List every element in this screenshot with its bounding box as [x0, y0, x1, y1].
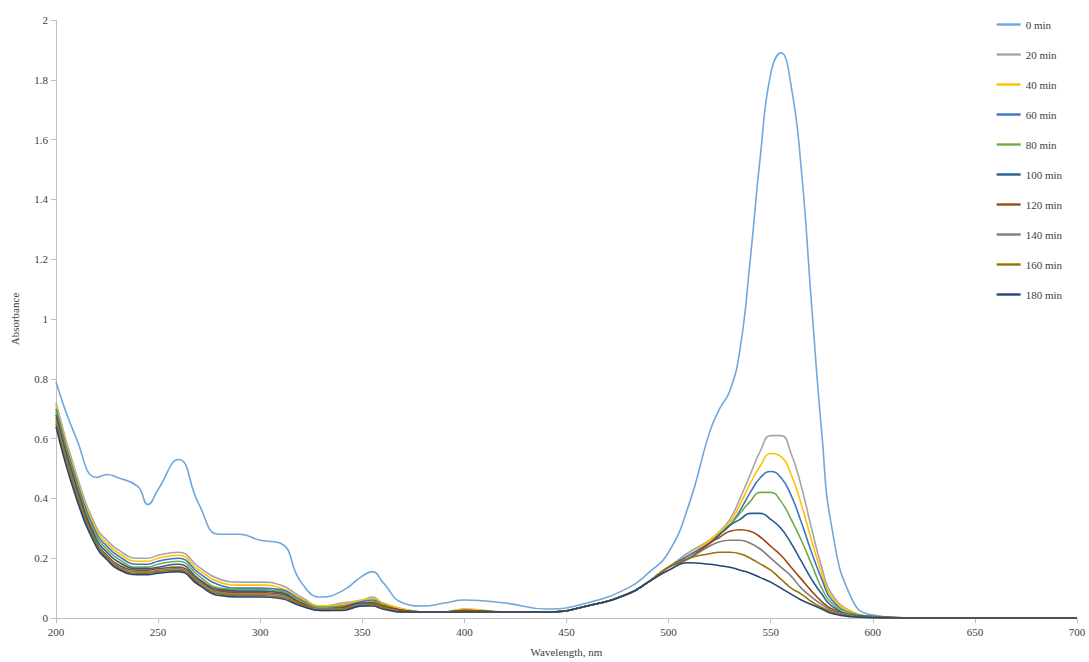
svg-text:450: 450 — [558, 626, 575, 638]
svg-text:60 min: 60 min — [1026, 109, 1057, 121]
svg-text:1.6: 1.6 — [34, 134, 48, 146]
svg-text:600: 600 — [865, 626, 882, 638]
svg-text:1.8: 1.8 — [34, 74, 48, 86]
svg-text:100 min: 100 min — [1026, 169, 1063, 181]
svg-text:550: 550 — [762, 626, 779, 638]
svg-text:1.2: 1.2 — [34, 253, 48, 265]
svg-text:0 min: 0 min — [1026, 19, 1052, 31]
svg-text:650: 650 — [967, 626, 984, 638]
svg-text:2: 2 — [43, 14, 49, 26]
svg-text:Wavelength, nm: Wavelength, nm — [531, 646, 603, 658]
svg-text:300: 300 — [252, 626, 269, 638]
svg-text:0.2: 0.2 — [34, 552, 48, 564]
svg-text:400: 400 — [456, 626, 473, 638]
svg-text:0: 0 — [43, 612, 49, 624]
svg-text:250: 250 — [150, 626, 167, 638]
svg-text:700: 700 — [1069, 626, 1086, 638]
svg-text:0.8: 0.8 — [34, 373, 48, 385]
svg-text:500: 500 — [660, 626, 677, 638]
svg-text:0.6: 0.6 — [34, 433, 48, 445]
svg-text:140 min: 140 min — [1026, 229, 1063, 241]
svg-text:350: 350 — [354, 626, 371, 638]
svg-text:80 min: 80 min — [1026, 139, 1057, 151]
svg-text:120 min: 120 min — [1026, 199, 1063, 211]
svg-text:Absorbance: Absorbance — [9, 293, 21, 346]
svg-text:20 min: 20 min — [1026, 49, 1057, 61]
svg-text:40 min: 40 min — [1026, 79, 1057, 91]
svg-text:160 min: 160 min — [1026, 259, 1063, 271]
svg-text:1: 1 — [43, 313, 49, 325]
svg-text:200: 200 — [48, 626, 65, 638]
svg-text:1.4: 1.4 — [34, 193, 48, 205]
svg-text:0.4: 0.4 — [34, 492, 48, 504]
svg-text:180 min: 180 min — [1026, 289, 1063, 301]
